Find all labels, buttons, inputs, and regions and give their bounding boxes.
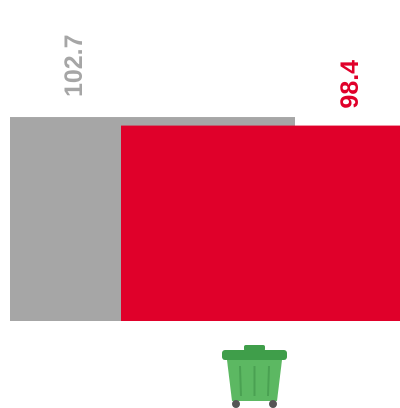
bin-rib	[267, 365, 270, 397]
bin-wheel	[232, 400, 240, 408]
bin-rib	[239, 365, 242, 397]
labels: 102.7 98.4	[60, 34, 364, 108]
bin-handle	[244, 345, 265, 351]
bin-lid	[222, 350, 287, 360]
bin-wheel	[269, 400, 277, 408]
value-label: 102.7	[60, 34, 88, 97]
bar	[121, 125, 400, 321]
bars	[10, 117, 400, 321]
bin-icon	[222, 345, 287, 408]
value-label: 98.4	[336, 60, 364, 109]
